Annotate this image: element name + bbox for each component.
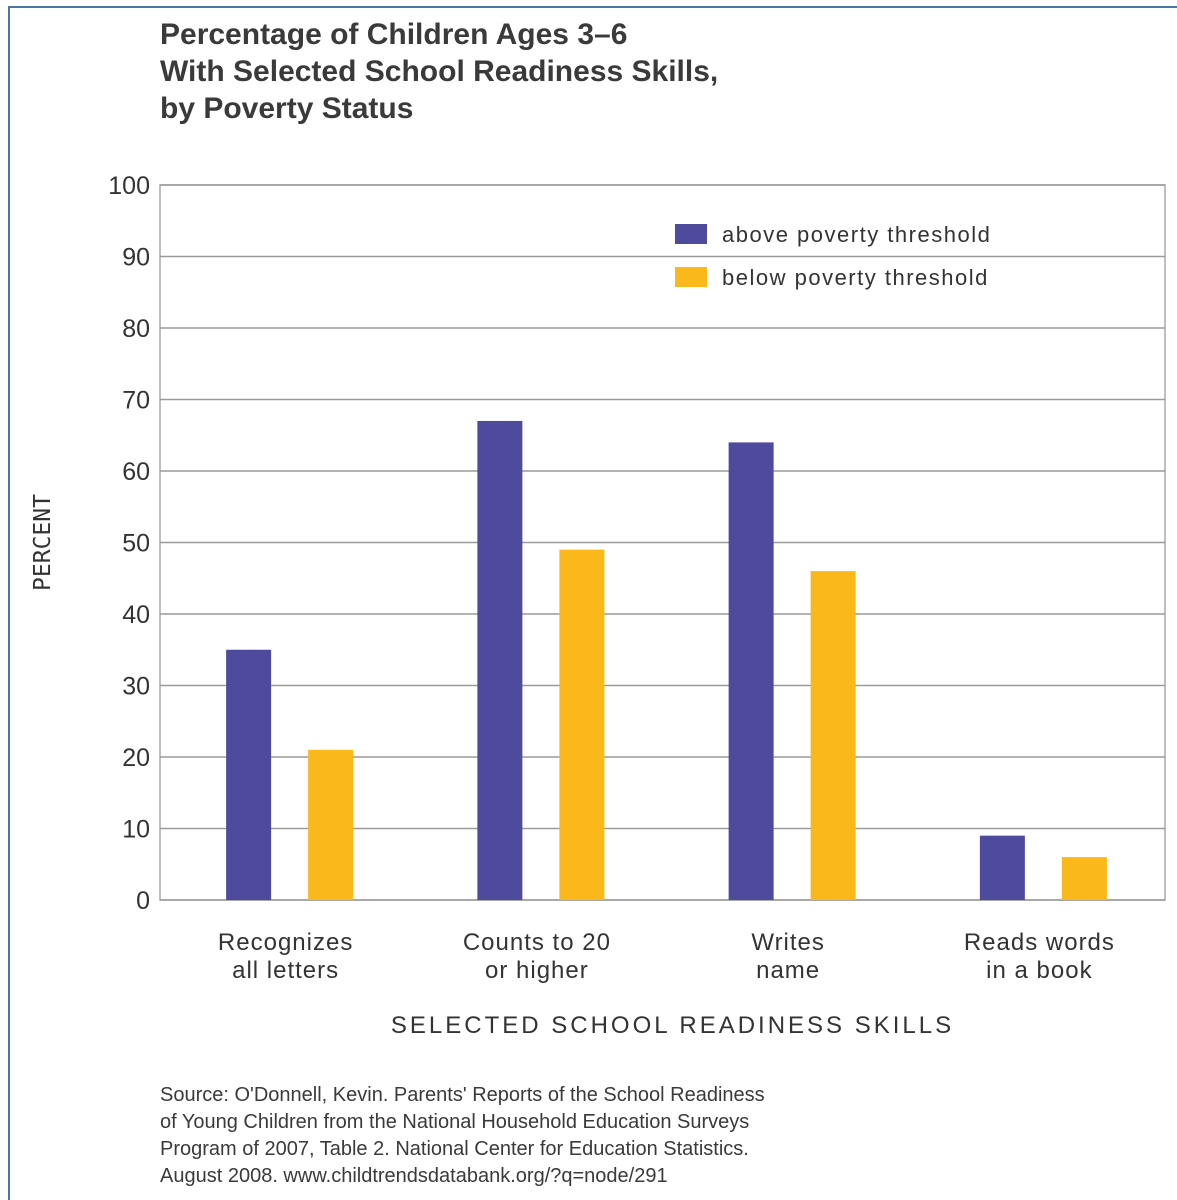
legend-label: below poverty threshold [722,265,989,290]
chart-title: Percentage of Children Ages 3–6 With Sel… [160,16,718,127]
x-tick-label: Counts to 20 [463,929,611,956]
source-line: of Young Children from the National Hous… [160,1111,750,1133]
y-tick-label: 90 [122,244,150,272]
y-axis-label: PERCENT [30,494,56,591]
y-tick-label: 70 [122,387,150,415]
bar-above-3 [979,835,1025,900]
x-axis-label: SELECTED SCHOOL READINESS SKILLS [391,1012,954,1039]
y-tick-label: 40 [122,601,150,629]
x-tick-label: Recognizes [218,929,353,956]
y-tick-label: 100 [108,172,150,200]
y-tick-label: 80 [122,315,150,343]
chart-title-line: Percentage of Children Ages 3–6 [160,18,628,51]
y-tick-label: 0 [136,887,150,915]
chart-title-line: by Poverty Status [160,92,414,125]
bar-above-2 [728,442,774,900]
bar-below-1 [559,549,605,900]
bar-chart: 0102030405060708090100PERCENTRecognizesa… [30,172,1166,1039]
source-line: Program of 2007, Table 2. National Cente… [160,1138,749,1160]
x-tick-label: Writes [751,929,825,956]
bar-above-1 [477,420,523,900]
legend-swatch [675,224,707,244]
x-tick-label: all letters [232,957,339,984]
chart-title-line: With Selected School Readiness Skills, [160,55,719,88]
bar-below-3 [1061,857,1107,900]
legend-swatch [675,267,707,287]
y-tick-label: 60 [122,458,150,486]
bar-below-2 [810,571,856,900]
bar-below-0 [308,749,354,900]
x-tick-label: in a book [986,957,1092,984]
x-tick-label: Reads words [964,929,1115,956]
bar-above-0 [226,649,272,900]
y-tick-label: 50 [122,530,150,558]
x-tick-label: name [756,957,820,984]
source-note: Source: O'Donnell, Kevin. Parents' Repor… [160,1082,1175,1190]
source-line: Source: O'Donnell, Kevin. Parents' Repor… [160,1084,765,1106]
y-tick-label: 10 [122,816,150,844]
x-tick-label: or higher [485,957,589,984]
figure-frame [8,6,1177,1200]
y-tick-label: 20 [122,744,150,772]
y-tick-label: 30 [122,673,150,701]
legend-label: above poverty threshold [722,222,991,247]
source-line: August 2008. www.childtrendsdatabank.org… [160,1165,668,1187]
